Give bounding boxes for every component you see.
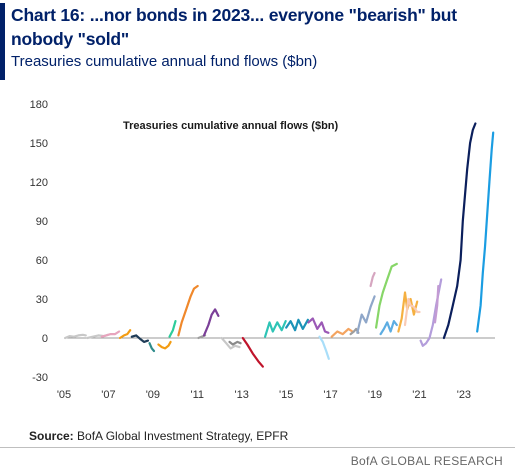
x-tick-label: '05 bbox=[57, 389, 71, 401]
series-line bbox=[157, 340, 172, 350]
series-line bbox=[63, 333, 87, 340]
series-line bbox=[369, 271, 376, 288]
y-tick-label: -30 bbox=[32, 372, 48, 384]
source-label: Source: bbox=[29, 429, 74, 443]
x-axis: '05 '07 '09 '11 '13 '15 '17 '19 '21 '23 bbox=[57, 389, 471, 401]
y-tick-label: 0 bbox=[42, 333, 48, 345]
series-line bbox=[476, 131, 495, 333]
series-line bbox=[130, 334, 150, 343]
x-tick-label: '17 bbox=[323, 389, 337, 401]
series-line bbox=[318, 335, 330, 360]
y-tick-label: 180 bbox=[30, 99, 48, 111]
series-line bbox=[220, 336, 241, 350]
series-line bbox=[442, 122, 477, 340]
y-tick-label: 60 bbox=[36, 255, 48, 267]
series-line bbox=[148, 342, 156, 353]
y-tick-label: 120 bbox=[30, 177, 48, 189]
series-line bbox=[264, 320, 287, 338]
chart-area: -30 0 30 60 90 120 150 180 '05 '07 '09 '11 '13 '15 '1… bbox=[30, 99, 495, 401]
chart-inner-title: Treasuries cumulative annual flows ($bn) bbox=[123, 120, 339, 132]
series-line bbox=[330, 327, 354, 338]
footer-brand: BofA GLOBAL RESEARCH bbox=[350, 454, 503, 468]
series-line bbox=[403, 297, 421, 327]
y-tick-label: 150 bbox=[30, 138, 48, 150]
page-title: Chart 16: ...nor bonds in 2023... everyo… bbox=[11, 5, 457, 49]
x-tick-label: '07 bbox=[101, 389, 115, 401]
series-line bbox=[375, 262, 398, 329]
source-note: Source: BofA Global Investment Strategy,… bbox=[29, 429, 288, 443]
y-tick-label: 30 bbox=[36, 294, 48, 306]
series-line bbox=[356, 295, 376, 334]
series-line bbox=[307, 317, 330, 334]
source-text: BofA Global Investment Strategy, EPFR bbox=[77, 429, 289, 443]
x-tick-label: '15 bbox=[279, 389, 293, 401]
series-line bbox=[202, 308, 220, 337]
series-line bbox=[118, 329, 132, 340]
series-line bbox=[433, 284, 440, 324]
title-accent-bar bbox=[0, 3, 5, 80]
x-tick-label: '19 bbox=[368, 389, 382, 401]
series-line bbox=[379, 320, 398, 336]
x-tick-label: '21 bbox=[412, 389, 426, 401]
x-tick-label: '23 bbox=[457, 389, 471, 401]
series-line bbox=[177, 284, 199, 337]
y-axis: -30 0 30 60 90 120 150 180 bbox=[30, 99, 48, 384]
x-tick-label: '11 bbox=[191, 389, 205, 401]
footer-divider bbox=[0, 447, 515, 448]
series-line bbox=[241, 336, 264, 368]
series-line bbox=[168, 320, 177, 338]
x-tick-label: '13 bbox=[235, 389, 249, 401]
y-tick-label: 90 bbox=[36, 216, 48, 228]
x-tick-label: '09 bbox=[146, 389, 160, 401]
series-layer bbox=[63, 122, 495, 368]
page-subtitle: Treasuries cumulative annual fund flows … bbox=[11, 53, 318, 70]
series-line bbox=[100, 330, 121, 338]
series-line bbox=[285, 318, 309, 332]
series-line bbox=[228, 340, 242, 346]
